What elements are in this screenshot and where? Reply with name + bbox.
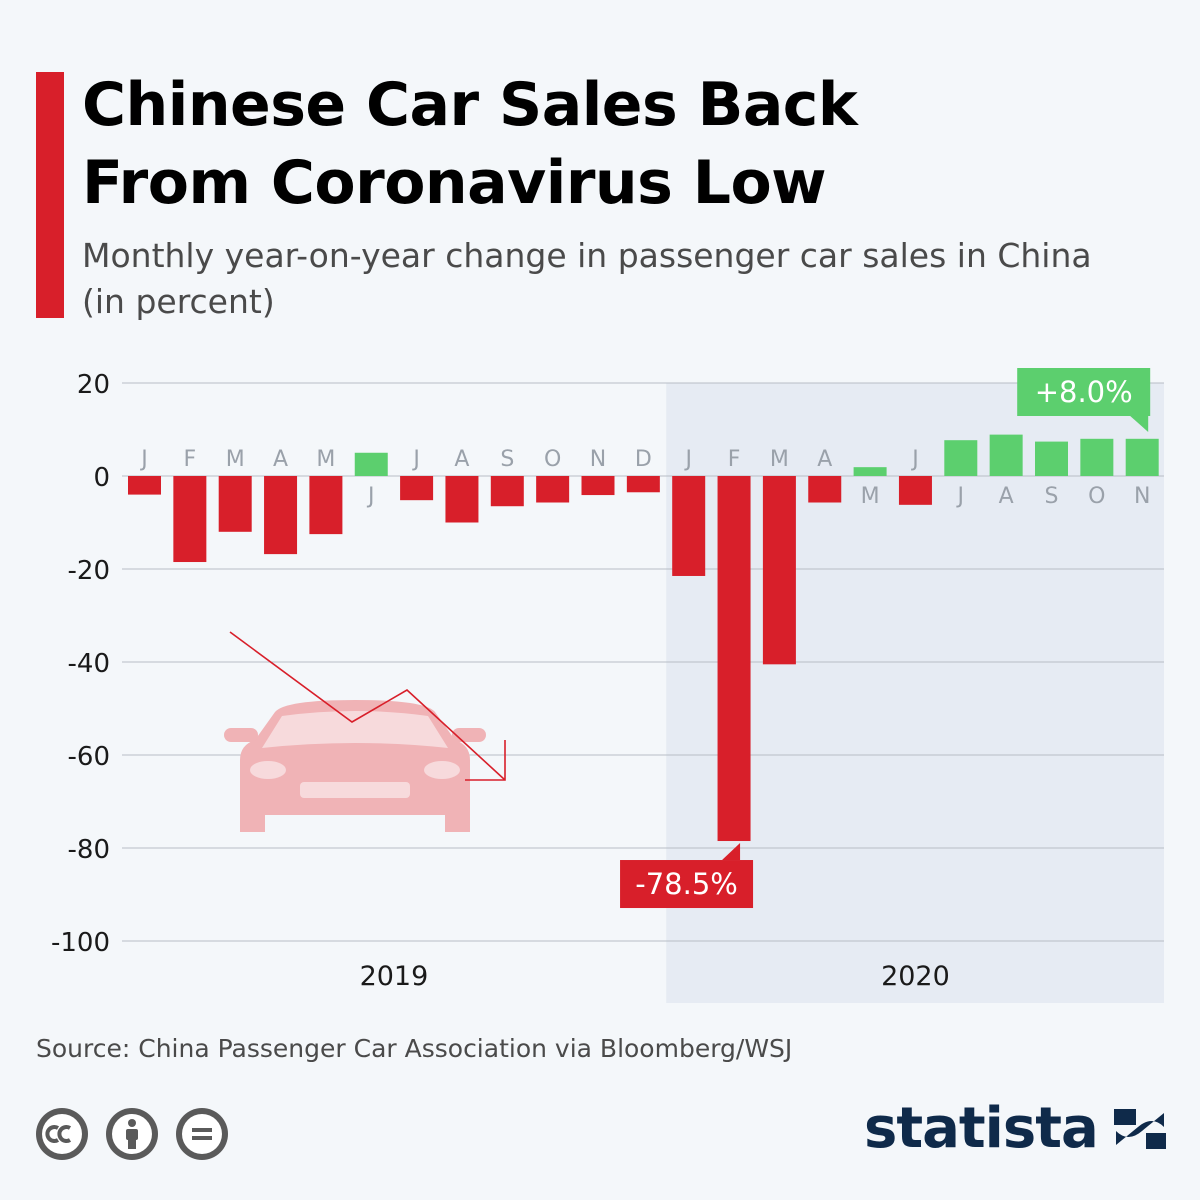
month-label: J	[139, 447, 148, 472]
y-tick-label: 0	[93, 463, 110, 493]
decline-arrow-icon	[229, 631, 506, 781]
year-label: 2020	[881, 961, 950, 992]
month-label: A	[454, 447, 469, 472]
year-label: 2019	[360, 961, 429, 992]
bar	[853, 467, 887, 476]
bar	[1080, 438, 1114, 476]
bar	[536, 476, 570, 503]
source-note: Source: China Passenger Car Association …	[36, 1034, 793, 1063]
month-label: O	[1088, 484, 1105, 509]
callouts: -78.5% +8.0%	[620, 368, 1151, 909]
month-label: J	[956, 484, 965, 509]
bar	[218, 476, 252, 532]
month-label: S	[500, 447, 514, 472]
month-label: A	[273, 447, 288, 472]
month-label: A	[817, 447, 832, 472]
license-icons	[36, 1108, 228, 1160]
callout-box	[620, 860, 754, 909]
y-tick-label: -80	[68, 835, 110, 865]
page-subtitle: Monthly year-on-year change in passenger…	[82, 236, 1092, 321]
bar	[445, 476, 479, 523]
y-tick-label: -40	[68, 649, 110, 679]
brand-name: statista	[864, 1096, 1099, 1161]
month-label: J	[366, 484, 375, 509]
month-label: N	[590, 447, 606, 472]
car-decline-illustration	[224, 631, 506, 832]
month-label: F	[728, 447, 741, 472]
bar	[944, 440, 978, 476]
cc-icon[interactable]	[36, 1108, 88, 1160]
bar	[808, 476, 842, 503]
month-label: A	[999, 484, 1014, 509]
bar	[898, 476, 932, 505]
y-tick-label: -20	[68, 556, 110, 586]
bar	[128, 476, 161, 495]
y-tick-label: -60	[68, 742, 110, 772]
callout-box	[1017, 368, 1151, 416]
callout-pointer	[1130, 416, 1149, 432]
y-tick-label: 20	[77, 370, 110, 400]
attribution-icon[interactable]	[106, 1108, 158, 1160]
month-label: F	[184, 447, 197, 472]
month-label: M	[770, 447, 789, 472]
bar	[354, 452, 388, 476]
bar	[264, 476, 298, 555]
bar	[989, 434, 1023, 476]
callout-label: +8.0%	[1035, 375, 1133, 409]
month-label: S	[1045, 484, 1059, 509]
bar	[309, 476, 343, 535]
month-label: J	[411, 447, 420, 472]
bar	[717, 476, 751, 842]
statista-logo-icon	[1113, 1108, 1166, 1149]
no-derivatives-icon[interactable]	[176, 1108, 228, 1160]
month-label: J	[910, 447, 919, 472]
month-label: M	[861, 484, 880, 509]
bar	[672, 476, 706, 576]
year-labels: 2019 2020	[360, 961, 950, 992]
bars	[128, 434, 1159, 842]
bar	[762, 476, 796, 665]
statista-logo[interactable]: statista	[864, 1096, 1172, 1161]
month-labels: J F M A M J J A S O N D J F M A M J J A S O N	[139, 447, 1150, 509]
bar	[400, 476, 434, 501]
month-label: N	[1134, 484, 1150, 509]
page-title: Chinese Car Sales Back From Coronavirus …	[82, 70, 858, 218]
bar	[490, 476, 524, 507]
bar-chart: 20 0 -20 -40 -60 -80 -100 J F M A M J J A S O N D J F M A M J J A…	[51, 368, 1164, 1003]
title-accent-bar	[36, 72, 64, 318]
bar	[173, 476, 207, 563]
bar	[1035, 441, 1068, 476]
month-label: D	[635, 447, 652, 472]
y-axis-ticks: 20 0 -20 -40 -60 -80 -100	[51, 370, 110, 958]
y-tick-label: -100	[51, 928, 110, 958]
month-label: O	[544, 447, 561, 472]
bar	[1125, 438, 1159, 476]
month-label: M	[316, 447, 335, 472]
callout-label: -78.5%	[635, 867, 738, 901]
callout-pointer	[722, 843, 741, 861]
month-label: J	[683, 447, 692, 472]
bar	[626, 476, 660, 493]
bar	[581, 476, 615, 496]
month-label: M	[226, 447, 245, 472]
